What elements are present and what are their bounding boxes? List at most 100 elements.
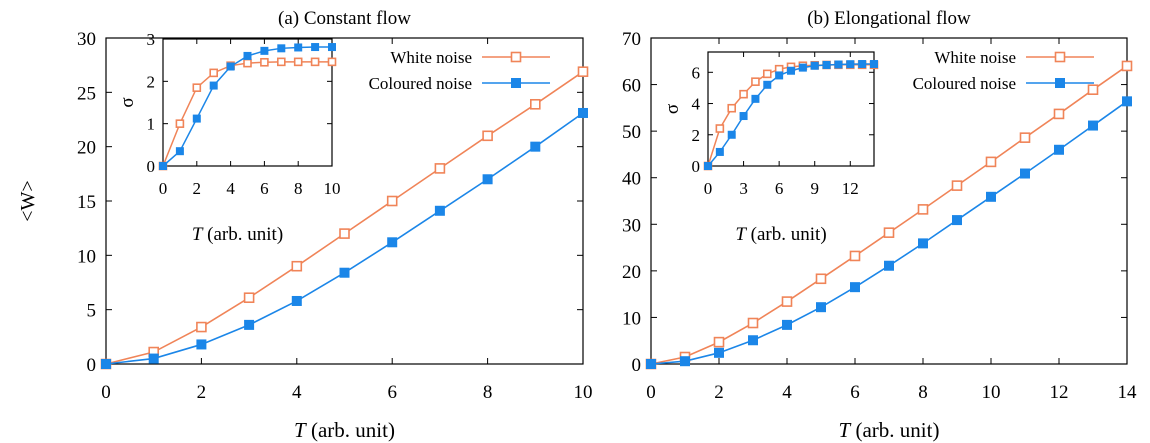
inset-data-point-series-0: [751, 77, 760, 86]
x-tick-label: 14: [1118, 382, 1138, 403]
x-axis-label: T (arb. unit): [294, 418, 395, 442]
y-tick-label: 60: [622, 76, 641, 97]
x-axis-label-unit: (arb. unit): [850, 418, 939, 442]
data-point-series-0: [1053, 108, 1065, 120]
inset-data-point-series-1: [822, 60, 831, 69]
data-point-series-0: [291, 260, 303, 272]
inset-x-tick-label: 0: [704, 179, 713, 198]
x-tick-label: 6: [850, 382, 860, 403]
inset-data-point-series-1: [243, 51, 252, 60]
inset-data-point-series-1: [328, 43, 336, 52]
data-point-series-1: [1122, 96, 1132, 107]
inset-y-axis-label: σ: [662, 104, 683, 114]
y-tick-label: 15: [77, 192, 96, 213]
x-axis-label: T (arb. unit): [839, 418, 940, 442]
x-tick-label: 12: [1050, 382, 1069, 403]
data-point-series-1: [578, 107, 588, 118]
data-point-series-1: [850, 282, 860, 293]
inset-chart: 0 3 6 9 12 0 2 4 6 T (arb. unit) σ: [662, 51, 879, 245]
inset-y-tick-label: 1: [147, 115, 156, 134]
legend-marker: [1055, 78, 1065, 88]
data-point-series-0: [386, 195, 398, 207]
chart-title: (a) Constant flow: [278, 8, 411, 29]
y-axis-label: <W>: [17, 180, 39, 221]
inset-data-point-series-0: [175, 119, 185, 128]
legend-marker: [511, 78, 521, 88]
inset-data-point-series-1: [739, 112, 748, 121]
inset-data-point-series-0: [762, 69, 772, 79]
x-tick-label: 4: [292, 382, 302, 403]
data-point-series-1: [748, 335, 758, 346]
inset-data-point-series-1: [787, 66, 795, 75]
legend-marker: [510, 51, 522, 63]
inset-data-point-series-1: [704, 162, 712, 170]
data-point-series-0: [482, 130, 493, 142]
inset-frame: [707, 51, 875, 167]
inset-data-point-series-1: [751, 94, 760, 103]
y-tick-label: 0: [87, 355, 97, 376]
data-point-series-0: [951, 180, 963, 191]
y-tick-label: 20: [622, 262, 641, 283]
y-tick-label: 10: [77, 246, 96, 267]
inset-data-point-series-1: [294, 43, 303, 52]
data-point-series-0: [1019, 132, 1031, 143]
data-point-series-1: [952, 215, 962, 226]
data-point-series-1: [530, 141, 541, 152]
legend-label: Coloured noise: [369, 74, 472, 93]
inset-y-tick-label: 0: [147, 157, 156, 176]
data-point-series-0: [529, 98, 541, 110]
data-point-series-1: [782, 319, 792, 330]
data-point-series-1: [1020, 168, 1030, 179]
data-point-series-1: [387, 237, 398, 248]
inset-data-point-series-1: [159, 162, 167, 170]
x-tick-label: 8: [483, 382, 493, 403]
data-point-series-0: [243, 292, 255, 304]
data-point-series-1: [816, 302, 826, 313]
x-tick-label: 8: [918, 382, 928, 403]
data-point-series-0: [339, 228, 350, 239]
y-tick-label: 5: [87, 301, 97, 322]
inset-data-point-series-1: [715, 147, 724, 156]
inset-data-point-series-1: [192, 114, 201, 123]
inset-data-point-series-1: [175, 147, 184, 156]
inset-data-point-series-0: [260, 57, 269, 67]
legend-label: Coloured noise: [913, 74, 1016, 93]
data-point-series-0: [883, 227, 895, 238]
data-point-series-0: [781, 296, 793, 307]
inset-data-point-series-1: [311, 43, 320, 52]
inset-data-point-series-0: [243, 58, 252, 68]
data-point-series-0: [577, 66, 589, 77]
data-point-series-1: [646, 359, 656, 369]
inset-data-point-series-0: [192, 83, 202, 92]
inset-y-tick-label: 2: [692, 126, 701, 145]
legend-marker: [1054, 51, 1066, 63]
data-point-series-1: [1054, 144, 1064, 155]
data-point-series-0: [1121, 60, 1133, 72]
inset-chart: 0 2 4 6 8 10 0 1 2 3 T (arb. unit) σ: [117, 30, 341, 245]
inset-y-tick-label: 6: [692, 63, 701, 82]
inset-data-point-series-0: [209, 68, 218, 78]
data-point-series-1: [101, 359, 111, 369]
data-point-series-1: [680, 356, 690, 367]
x-tick-label: 6: [387, 382, 397, 403]
y-tick-label: 40: [622, 169, 641, 190]
inset-data-point-series-0: [327, 57, 337, 67]
inset-x-axis-label-unit: (arb. unit): [746, 224, 827, 245]
data-point-series-1: [884, 260, 894, 271]
inset-y-tick-label: 2: [147, 72, 156, 91]
inset-frame: [162, 38, 333, 167]
y-tick-label: 30: [622, 215, 641, 236]
inset-y-axis-label: σ: [117, 97, 138, 107]
data-point-series-0: [713, 336, 725, 348]
inset-data-point-series-1: [810, 61, 819, 70]
inset-x-tick-label: 4: [226, 179, 235, 198]
data-point-series-0: [434, 163, 446, 174]
inset-x-axis-label-unit: (arb. unit): [202, 224, 283, 245]
data-point-series-0: [849, 250, 861, 262]
inset-data-point-series-0: [276, 57, 286, 67]
y-tick-label: 70: [622, 29, 641, 50]
data-point-series-0: [196, 321, 207, 333]
inset-x-tick-label: 0: [159, 179, 168, 198]
data-point-series-0: [985, 156, 997, 168]
data-point-series-1: [714, 347, 724, 358]
